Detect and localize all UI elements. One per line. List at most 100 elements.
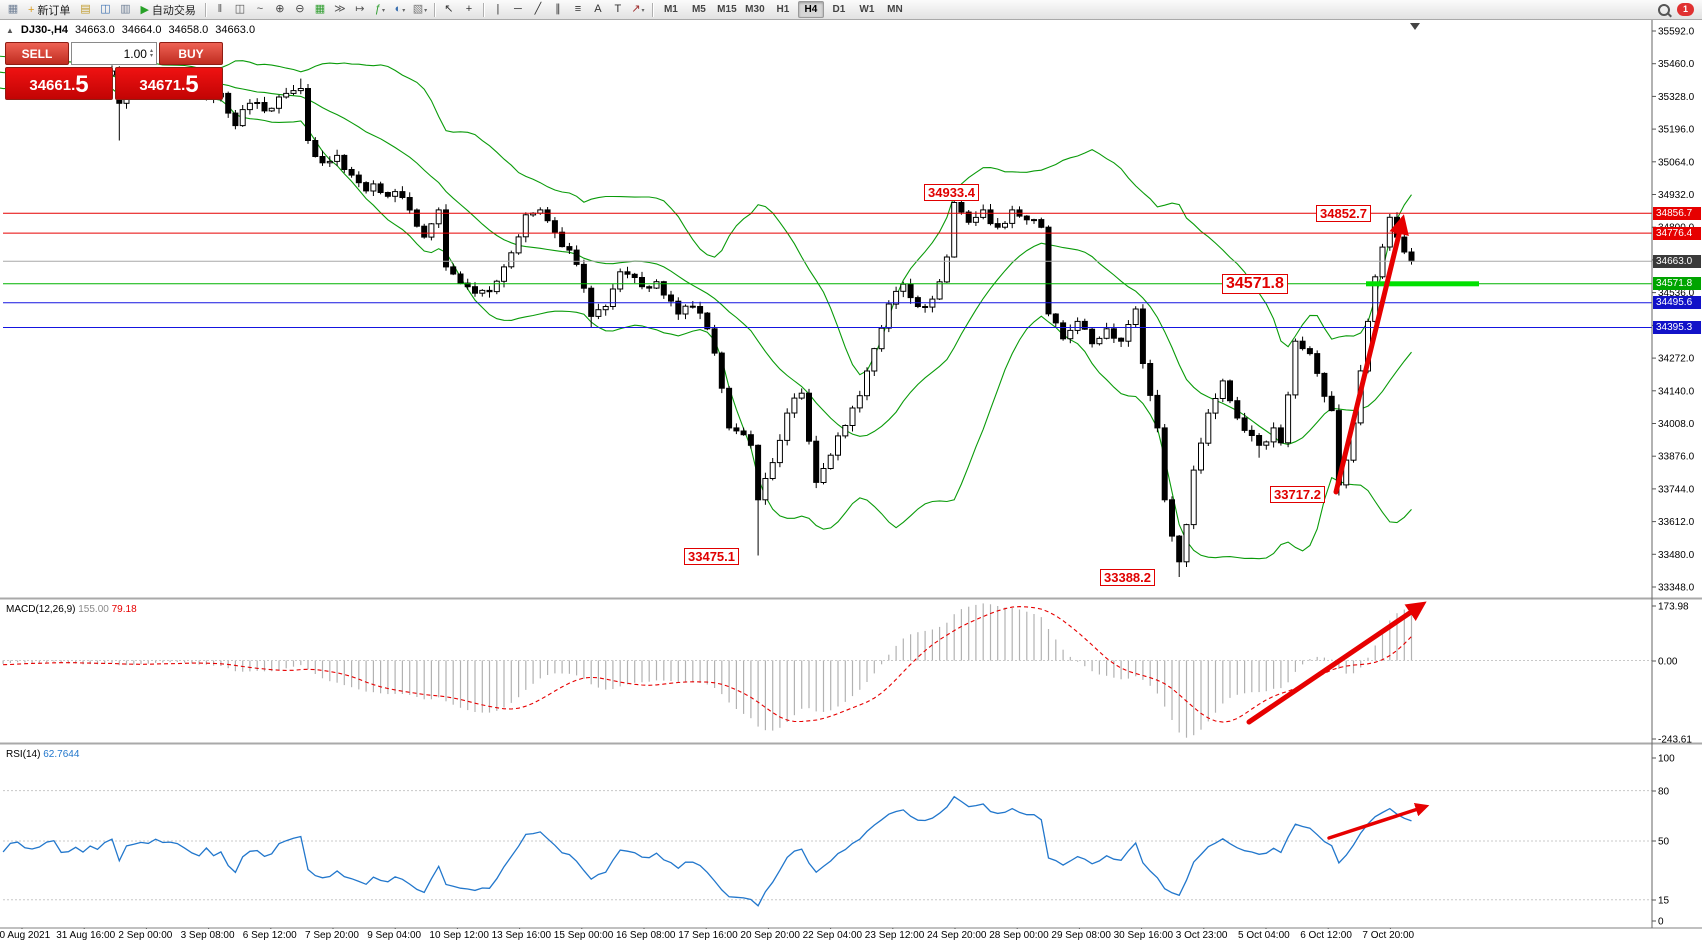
chevron-down-icon: ▾ bbox=[424, 7, 428, 14]
time-axis-label: 6 Sep 12:00 bbox=[242, 930, 297, 941]
auto-scroll-icon[interactable]: ≫ bbox=[334, 2, 346, 15]
auto-trading-button-label: 自动交易 bbox=[151, 4, 196, 17]
price-annotation[interactable]: 33475.1 bbox=[684, 548, 739, 565]
price-annotation[interactable]: 34571.8 bbox=[1222, 274, 1288, 294]
main-toolbar: ▦ + 新订单 ▤ ◫ ▥ ▶ 自动交易 ‖ ◫ ~ ⊕ ⊖ ▦ ≫ ↦ ƒ▾ ◐▾ ▧▾ ↖ + | ─ ╱ ∥ ≡ A T ↗▾ M1… bbox=[0, 0, 1702, 20]
macd-label: MACD(12,26,9) 155.00 79.18 bbox=[6, 604, 137, 615]
text-icon[interactable]: A bbox=[594, 2, 602, 15]
one-click-toggle-icon[interactable]: ▲ bbox=[6, 25, 14, 35]
price-axis-label: 34932.0 bbox=[1658, 190, 1695, 201]
trend-arrow bbox=[1246, 601, 1427, 725]
timeframe-d1-button[interactable]: D1 bbox=[832, 4, 846, 15]
price-axis-label: 35196.0 bbox=[1658, 125, 1695, 136]
volume-input[interactable]: 1.00 ▴ ▾ bbox=[71, 42, 157, 65]
volume-down-icon[interactable]: ▾ bbox=[149, 52, 153, 59]
timeframe-m15-button[interactable]: M15 bbox=[717, 4, 737, 15]
close-value: 34663.0 bbox=[215, 24, 256, 36]
sell-price-big-digit: 5 bbox=[75, 71, 89, 98]
price-axis-label: 35592.0 bbox=[1658, 27, 1695, 38]
templates-icon[interactable]: ▧▾ bbox=[412, 2, 428, 15]
price-axis-label: 33348.0 bbox=[1658, 583, 1695, 594]
periods-icon[interactable]: ◐▾ bbox=[394, 2, 406, 15]
timeframe-mn-button[interactable]: MN bbox=[887, 4, 903, 15]
trendline-icon[interactable]: ╱ bbox=[534, 2, 542, 15]
volume-up-icon[interactable]: ▴ bbox=[149, 47, 153, 54]
toolbar-separator bbox=[651, 2, 653, 17]
rsi-axis-label: 50 bbox=[1658, 837, 1670, 848]
vertical-line-icon[interactable]: | bbox=[496, 2, 500, 15]
auto-trading-button[interactable]: ▶ 自动交易 bbox=[135, 2, 200, 18]
bars-chart-icon[interactable]: ‖ bbox=[217, 2, 223, 15]
time-axis-label: 9 Sep 04:00 bbox=[367, 930, 422, 941]
trend-arrow bbox=[1327, 802, 1430, 840]
timeframe-h1-button[interactable]: H1 bbox=[776, 4, 790, 15]
new-chart-icon[interactable]: ▦ bbox=[7, 2, 19, 15]
rsi-name: RSI(14) bbox=[6, 749, 41, 760]
price-axis-label: 33480.0 bbox=[1658, 550, 1695, 561]
fibonacci-icon[interactable]: ≡ bbox=[574, 2, 582, 15]
price-axis-label: 35460.0 bbox=[1658, 59, 1695, 70]
axis-price-tag: 34776.4 bbox=[1653, 226, 1701, 240]
zoom-out-icon[interactable]: ⊖ bbox=[295, 2, 305, 15]
time-axis-label: 10 Sep 12:00 bbox=[429, 930, 489, 941]
sell-button[interactable]: SELL bbox=[5, 42, 69, 65]
line-chart-icon[interactable]: ~ bbox=[256, 2, 264, 15]
search-icon[interactable] bbox=[1658, 3, 1670, 16]
price-annotation[interactable]: 33388.2 bbox=[1100, 569, 1155, 586]
buy-price-text: 34671. bbox=[139, 77, 186, 94]
cursor-icon[interactable]: ↖ bbox=[444, 2, 454, 15]
price-axis-label: 34272.0 bbox=[1658, 354, 1695, 365]
macd-axis-label: 0.00 bbox=[1658, 657, 1678, 668]
time-axis-label: 24 Sep 20:00 bbox=[927, 930, 987, 941]
arrows-icon[interactable]: ↗▾ bbox=[631, 2, 645, 15]
timeframe-w1-button[interactable]: W1 bbox=[859, 4, 875, 15]
price-axis-label: 34536.0 bbox=[1658, 288, 1695, 299]
notification-badge[interactable]: 1 bbox=[1677, 3, 1694, 16]
market-watch-icon[interactable]: ▤ bbox=[80, 2, 91, 15]
price-annotation[interactable]: 34852.7 bbox=[1316, 205, 1371, 222]
horizontal-line-icon[interactable]: ─ bbox=[514, 2, 522, 15]
axis-price-tag: 34856.7 bbox=[1653, 206, 1701, 220]
time-axis-label: 29 Sep 08:00 bbox=[1051, 930, 1111, 941]
crosshair-icon[interactable]: + bbox=[465, 2, 473, 15]
buy-button[interactable]: BUY bbox=[159, 42, 223, 65]
time-axis-label: 16 Sep 08:00 bbox=[616, 930, 676, 941]
tile-windows-icon[interactable]: ▦ bbox=[314, 2, 326, 15]
channel-icon[interactable]: ∥ bbox=[555, 2, 561, 15]
macd-name: MACD(12,26,9) bbox=[6, 604, 76, 615]
indicators-icon[interactable]: ƒ▾ bbox=[374, 2, 385, 15]
timeframe-m1-button[interactable]: M1 bbox=[663, 4, 678, 15]
buy-price-big-digit: 5 bbox=[185, 71, 199, 98]
chevron-down-icon: ▾ bbox=[641, 7, 645, 14]
zoom-in-icon[interactable]: ⊕ bbox=[275, 2, 285, 15]
price-annotation[interactable]: 33717.2 bbox=[1270, 486, 1325, 503]
sell-price[interactable]: 34661. 5 bbox=[5, 67, 113, 100]
macd-axis-label: -243.61 bbox=[1658, 735, 1692, 746]
navigator-icon[interactable]: ◫ bbox=[100, 2, 111, 15]
time-axis-label: 28 Sep 00:00 bbox=[989, 930, 1049, 941]
label-icon[interactable]: T bbox=[614, 2, 622, 15]
chart-shift-marker bbox=[1410, 23, 1420, 30]
time-axis-label: 2 Sep 00:00 bbox=[118, 930, 173, 941]
toolbar-separator bbox=[433, 2, 435, 17]
toolbar-separator bbox=[482, 2, 484, 17]
new-order-button[interactable]: + 新订单 bbox=[23, 2, 75, 18]
candles-chart-icon[interactable]: ◫ bbox=[234, 2, 246, 15]
chart-info: ▲ DJ30-,H4 34663.0 34664.0 34658.0 34663… bbox=[6, 24, 255, 36]
timeframe-m30-button[interactable]: M30 bbox=[745, 4, 765, 15]
time-axis-label: 15 Sep 00:00 bbox=[553, 930, 614, 941]
buy-price[interactable]: 34671. 5 bbox=[115, 67, 223, 100]
time-axis-label: 7 Oct 20:00 bbox=[1362, 930, 1415, 941]
chart-shift-icon[interactable]: ↦ bbox=[355, 2, 365, 15]
axis-price-tag: 34495.6 bbox=[1653, 296, 1701, 310]
price-axis-label: 35064.0 bbox=[1658, 157, 1695, 168]
high-value: 34664.0 bbox=[121, 24, 162, 36]
terminal-icon[interactable]: ▥ bbox=[120, 2, 131, 15]
timeframe-h4-button[interactable]: H4 bbox=[797, 1, 824, 18]
time-axis[interactable]: 30 Aug 2021 31 Aug 16:002 Sep 00:00 3 Sep … bbox=[0, 929, 1702, 942]
price-annotation[interactable]: 34933.4 bbox=[924, 184, 979, 201]
time-axis-label: 7 Sep 20:00 bbox=[305, 930, 359, 941]
timeframe-m5-button[interactable]: M5 bbox=[691, 4, 706, 15]
